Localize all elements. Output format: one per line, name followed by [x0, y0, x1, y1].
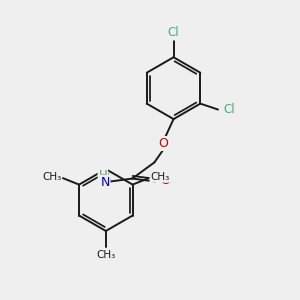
Text: CH₃: CH₃ [42, 172, 61, 182]
Text: CH₃: CH₃ [150, 172, 170, 182]
Text: CH₃: CH₃ [96, 250, 116, 260]
Text: N: N [100, 176, 110, 189]
Text: H: H [98, 169, 107, 182]
Text: O: O [160, 173, 170, 187]
Text: O: O [158, 137, 168, 150]
Text: Cl: Cl [168, 26, 179, 39]
Text: Cl: Cl [224, 103, 235, 116]
